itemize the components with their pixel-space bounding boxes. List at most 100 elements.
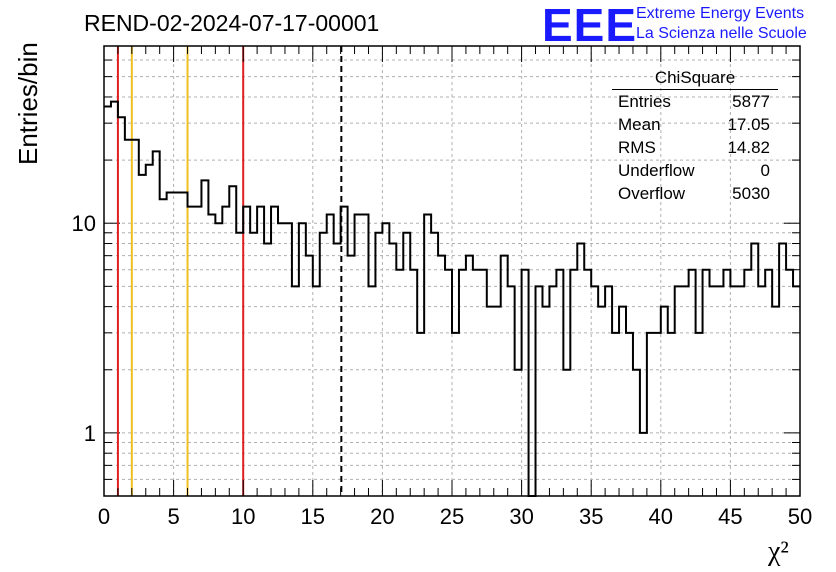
x-tick-label: 50 bbox=[788, 504, 812, 529]
x-tick-label: 5 bbox=[167, 504, 179, 529]
histogram-series bbox=[104, 100, 800, 497]
histogram-bin bbox=[396, 270, 403, 496]
histogram-bin bbox=[299, 223, 306, 496]
histogram-bin bbox=[668, 333, 675, 496]
histogram-bin bbox=[292, 286, 299, 496]
histogram-bin bbox=[368, 286, 375, 496]
stats-value: 0 bbox=[760, 161, 770, 180]
histogram-bin bbox=[306, 256, 313, 496]
x-tick-label: 15 bbox=[301, 504, 325, 529]
histogram-bin bbox=[215, 223, 222, 496]
histogram-bin bbox=[556, 270, 563, 496]
histogram-bin bbox=[703, 270, 710, 496]
histogram-bin bbox=[431, 233, 438, 496]
eee-logo: EEE bbox=[542, 0, 638, 51]
x-tick-label: 30 bbox=[509, 504, 533, 529]
histogram-bin bbox=[730, 286, 737, 496]
histogram-bin bbox=[382, 223, 389, 496]
stats-value: 14.82 bbox=[727, 138, 770, 157]
histogram-bin bbox=[313, 286, 320, 496]
histogram-bin bbox=[188, 207, 195, 496]
histogram-bin bbox=[737, 286, 744, 496]
histogram-bin bbox=[111, 102, 118, 496]
histogram-bin bbox=[208, 215, 215, 496]
stats-value: 5877 bbox=[732, 92, 770, 111]
x-tick-label: 25 bbox=[440, 504, 464, 529]
histogram-bin bbox=[285, 223, 292, 496]
histogram-bin bbox=[153, 151, 160, 496]
histogram-bin bbox=[222, 207, 229, 496]
histogram-bin bbox=[710, 286, 717, 496]
histogram-bin bbox=[758, 286, 765, 496]
histogram-bin bbox=[661, 307, 668, 496]
histogram-bin bbox=[501, 256, 508, 496]
histogram-bin bbox=[480, 270, 487, 496]
logo-line-2: La Scienza nelle Scuole bbox=[636, 25, 807, 42]
histogram-bin bbox=[508, 286, 515, 496]
stats-label: Underflow bbox=[618, 161, 695, 180]
x-axis-label: χ² bbox=[768, 536, 789, 567]
histogram-bin bbox=[236, 233, 243, 496]
histogram-bin bbox=[174, 193, 181, 496]
histogram-bin bbox=[619, 307, 626, 496]
histogram-bin bbox=[452, 333, 459, 496]
y-tick-label: 1 bbox=[84, 421, 96, 446]
histogram-bin bbox=[584, 270, 591, 496]
histogram-bin bbox=[473, 270, 480, 496]
histogram-bin bbox=[772, 307, 779, 496]
histogram-bin bbox=[542, 307, 549, 496]
histogram-bin bbox=[320, 233, 327, 496]
histogram-bin bbox=[786, 270, 793, 496]
histogram-bin bbox=[522, 270, 529, 496]
histogram-bin bbox=[375, 233, 382, 496]
histogram-bin bbox=[194, 207, 201, 496]
x-tick-label: 10 bbox=[231, 504, 255, 529]
x-tick-label: 35 bbox=[579, 504, 603, 529]
histogram-bin bbox=[243, 207, 250, 496]
histogram-bin bbox=[104, 107, 111, 496]
x-tick-label: 45 bbox=[718, 504, 742, 529]
histogram-bin bbox=[410, 270, 417, 496]
histogram-bin bbox=[327, 215, 334, 496]
stats-label: Mean bbox=[618, 115, 661, 134]
histogram-bin bbox=[696, 333, 703, 496]
histogram-bin bbox=[201, 180, 208, 496]
stats-label: Entries bbox=[618, 92, 671, 111]
histogram-bin bbox=[181, 193, 188, 496]
histogram-bin bbox=[682, 286, 689, 496]
stats-row-underflow: Underflow 0 bbox=[612, 159, 778, 182]
histogram-bin bbox=[362, 215, 369, 496]
histogram-bin bbox=[675, 286, 682, 496]
stats-value: 5030 bbox=[732, 184, 770, 203]
histogram-bin bbox=[487, 307, 494, 496]
x-tick-label: 0 bbox=[98, 504, 110, 529]
histogram-bin bbox=[278, 223, 285, 496]
histogram-bin bbox=[744, 270, 751, 496]
histogram-bin bbox=[250, 233, 257, 496]
stats-label: RMS bbox=[618, 138, 656, 157]
histogram-bin bbox=[167, 193, 174, 496]
histogram-bin bbox=[598, 307, 605, 496]
histogram-bin bbox=[438, 256, 445, 496]
histogram-bin bbox=[424, 215, 431, 496]
histogram-bin bbox=[536, 286, 543, 496]
histogram-bin bbox=[591, 286, 598, 496]
stats-row-entries: Entries 5877 bbox=[612, 90, 778, 113]
x-tick-label: 40 bbox=[649, 504, 673, 529]
histogram-bin bbox=[403, 233, 410, 496]
histogram-bin bbox=[271, 207, 278, 496]
histogram-bin bbox=[723, 270, 730, 496]
x-tick-label: 20 bbox=[370, 504, 394, 529]
stats-box: ChiSquare Entries 5877 Mean 17.05 RMS 14… bbox=[612, 68, 778, 205]
histogram-bin bbox=[570, 270, 577, 496]
stats-box-name: ChiSquare bbox=[612, 68, 778, 90]
histogram-bin bbox=[605, 286, 612, 496]
histogram-bin bbox=[793, 286, 800, 496]
histogram-bin bbox=[626, 333, 633, 496]
histogram-bin bbox=[445, 270, 452, 496]
stats-label: Overflow bbox=[618, 184, 686, 203]
logo-line-1: Extreme Energy Events bbox=[636, 5, 805, 22]
histogram-bin bbox=[355, 215, 362, 496]
histogram-bin bbox=[459, 270, 466, 496]
